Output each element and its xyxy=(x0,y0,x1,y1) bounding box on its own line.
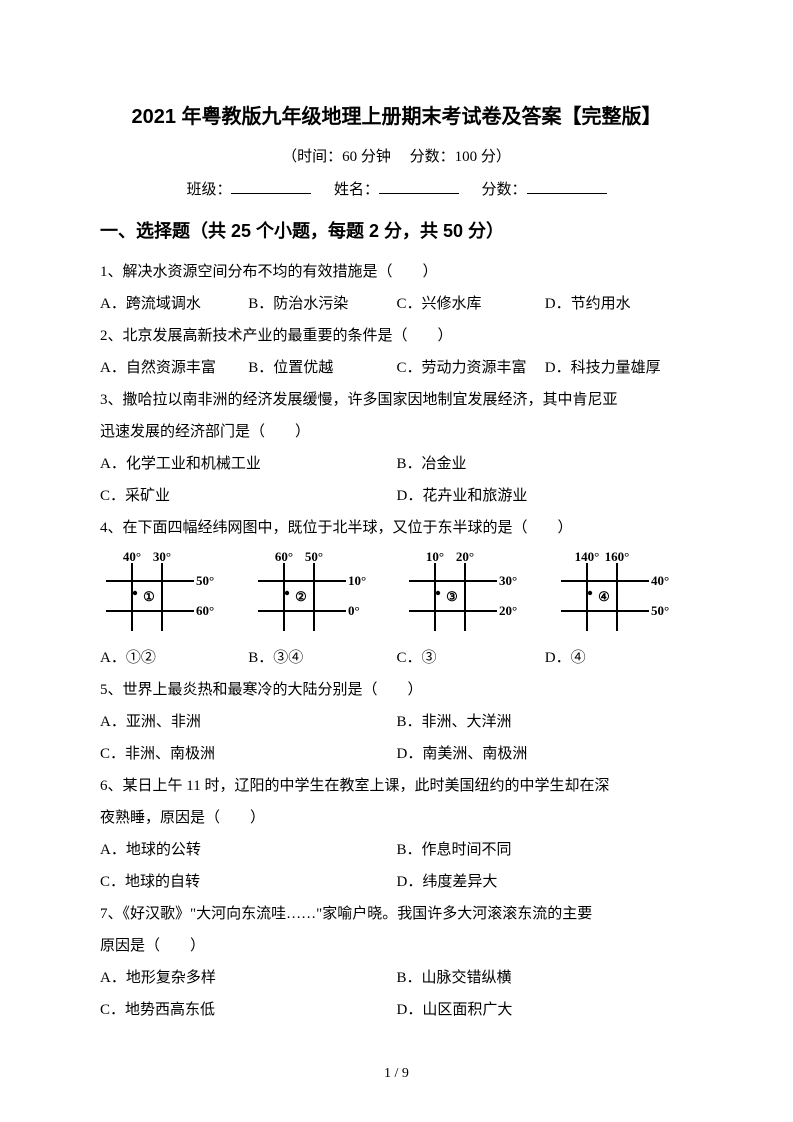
q1-d: D．节约用水 xyxy=(545,289,693,319)
name-blank[interactable] xyxy=(379,179,459,194)
svg-text:50°: 50° xyxy=(305,549,323,564)
q6-line1: 6、某日上午 11 时，辽阳的中学生在教室上课，此时美国纽约的中学生却在深 xyxy=(100,771,693,801)
svg-text:60°: 60° xyxy=(275,549,293,564)
q3-c: C．采矿业 xyxy=(100,481,397,511)
q3-options-2: C．采矿业 D．花卉业和旅游业 xyxy=(100,481,693,511)
q1-options: A．跨流域调水 B．防治水污染 C．兴修水库 D．节约用水 xyxy=(100,289,693,319)
svg-text:0°: 0° xyxy=(348,603,360,618)
section-1-header: 一、选择题（共 25 个小题，每题 2 分，共 50 分） xyxy=(100,217,693,243)
q2-b: B．位置优越 xyxy=(248,353,396,383)
exam-subtitle: （时间：60 分钟 分数：100 分） xyxy=(100,145,693,166)
q6-b: B．作息时间不同 xyxy=(397,835,694,865)
q3-line1: 3、撒哈拉以南非洲的经济发展缓慢，许多国家因地制宜发展经济，其中肯尼亚 xyxy=(100,385,693,415)
svg-text:10°: 10° xyxy=(426,549,444,564)
q1-b: B．防治水污染 xyxy=(248,289,396,319)
q3-options-1: A．化学工业和机械工业 B．冶金业 xyxy=(100,449,693,479)
q5-b: B．非洲、大洋洲 xyxy=(397,707,694,737)
q1-c: C．兴修水库 xyxy=(397,289,545,319)
q6-d: D．纬度差异大 xyxy=(397,867,694,897)
diagram-4: 140° 160° 40° 50° ④ xyxy=(559,549,689,639)
page-number: 1 / 9 xyxy=(0,1066,793,1082)
q4-options: A．①② B．③④ C．③ D．④ xyxy=(100,643,693,673)
q7-c: C．地势西高东低 xyxy=(100,995,397,1025)
q1-a: A．跨流域调水 xyxy=(100,289,248,319)
svg-text:40°: 40° xyxy=(123,549,141,564)
q7-d: D．山区面积广大 xyxy=(397,995,694,1025)
time-text: （时间：60 分钟 xyxy=(282,149,391,165)
q7-b: B．山脉交错纵横 xyxy=(397,963,694,993)
score-label: 分数： xyxy=(482,182,527,198)
q6-options-2: C．地球的自转 D．纬度差异大 xyxy=(100,867,693,897)
q2-c: C．劳动力资源丰富 xyxy=(397,353,545,383)
svg-text:160°: 160° xyxy=(605,549,630,564)
q5-c: C．非洲、南极洲 xyxy=(100,739,397,769)
q5-a: A．亚洲、非洲 xyxy=(100,707,397,737)
diagram-3: 10° 20° 30° 20° ③ xyxy=(407,549,537,639)
q1-text: 1、解决水资源空间分布不均的有效措施是（ ） xyxy=(100,257,693,287)
q5-options-1: A．亚洲、非洲 B．非洲、大洋洲 xyxy=(100,707,693,737)
q7-options-1: A．地形复杂多样 B．山脉交错纵横 xyxy=(100,963,693,993)
svg-text:20°: 20° xyxy=(499,603,517,618)
svg-text:50°: 50° xyxy=(651,603,669,618)
svg-text:50°: 50° xyxy=(196,573,214,588)
q2-d: D．科技力量雄厚 xyxy=(545,353,693,383)
diagram-2: 60° 50° 10° 0° ② xyxy=(256,549,386,639)
q7-options-2: C．地势西高东低 D．山区面积广大 xyxy=(100,995,693,1025)
q7-a: A．地形复杂多样 xyxy=(100,963,397,993)
class-label: 班级： xyxy=(186,182,231,198)
svg-text:40°: 40° xyxy=(651,573,669,588)
q2-text: 2、北京发展高新技术产业的最重要的条件是（ ） xyxy=(100,321,693,351)
svg-text:140°: 140° xyxy=(575,549,600,564)
q7-line2: 原因是（ ） xyxy=(100,931,693,961)
q2-a: A．自然资源丰富 xyxy=(100,353,248,383)
svg-text:30°: 30° xyxy=(153,549,171,564)
exam-title: 2021 年粤教版九年级地理上册期末考试卷及答案【完整版】 xyxy=(100,100,693,129)
svg-text:④: ④ xyxy=(598,589,610,604)
q6-line2: 夜熟睡，原因是（ ） xyxy=(100,803,693,833)
student-info-line: 班级： 姓名： 分数： xyxy=(100,178,693,199)
score-blank[interactable] xyxy=(527,179,607,194)
q3-line2: 迅速发展的经济部门是（ ） xyxy=(100,417,693,447)
diagram-1: 40° 30° 50° 60° ① xyxy=(104,549,234,639)
q4-a: A．①② xyxy=(100,643,248,673)
q5-d: D．南美洲、南极洲 xyxy=(397,739,694,769)
q2-options: A．自然资源丰富 B．位置优越 C．劳动力资源丰富 D．科技力量雄厚 xyxy=(100,353,693,383)
q4-d: D．④ xyxy=(545,643,693,673)
q6-options-1: A．地球的公转 B．作息时间不同 xyxy=(100,835,693,865)
q3-a: A．化学工业和机械工业 xyxy=(100,449,397,479)
q6-a: A．地球的公转 xyxy=(100,835,397,865)
q5-options-2: C．非洲、南极洲 D．南美洲、南极洲 xyxy=(100,739,693,769)
svg-text:10°: 10° xyxy=(348,573,366,588)
q4-c: C．③ xyxy=(397,643,545,673)
score-text: 分数：100 分） xyxy=(410,149,511,165)
q3-b: B．冶金业 xyxy=(397,449,694,479)
svg-text:30°: 30° xyxy=(499,573,517,588)
svg-text:①: ① xyxy=(143,589,155,604)
q7-line1: 7、《好汉歌》"大河向东流哇……"家喻户晓。我国许多大河滚滚东流的主要 xyxy=(100,899,693,929)
latlong-diagrams: 40° 30° 50° 60° ① 60° 50° 10° 0° ② 10° 20° 30° 20° ③… xyxy=(100,549,693,639)
svg-text:②: ② xyxy=(295,589,307,604)
q3-d: D．花卉业和旅游业 xyxy=(397,481,694,511)
svg-text:20°: 20° xyxy=(456,549,474,564)
q6-c: C．地球的自转 xyxy=(100,867,397,897)
name-label: 姓名： xyxy=(334,182,379,198)
svg-text:③: ③ xyxy=(446,589,458,604)
svg-text:60°: 60° xyxy=(196,603,214,618)
class-blank[interactable] xyxy=(231,179,311,194)
q4-b: B．③④ xyxy=(248,643,396,673)
q4-text: 4、在下面四幅经纬网图中，既位于北半球，又位于东半球的是（ ） xyxy=(100,513,693,543)
q5-text: 5、世界上最炎热和最寒冷的大陆分别是（ ） xyxy=(100,675,693,705)
